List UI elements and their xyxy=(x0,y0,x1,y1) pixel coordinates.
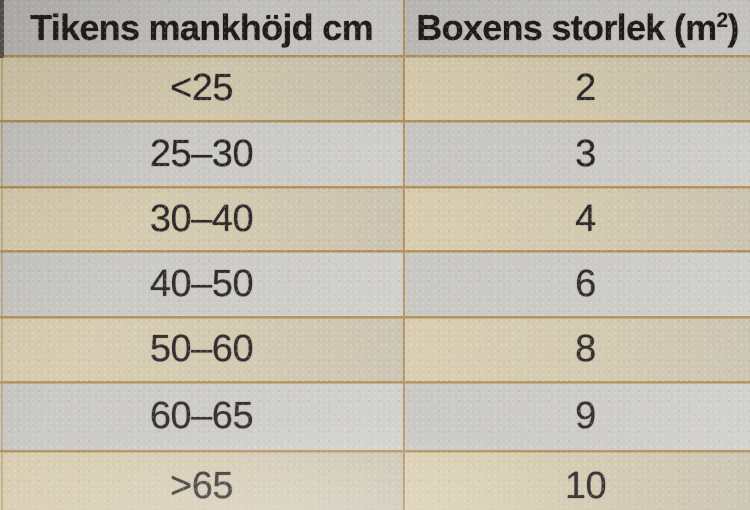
header-label-mankhojd: Tikens mankhöjd cm xyxy=(30,6,374,48)
cell-mankhojd: 25–30 xyxy=(0,122,403,188)
header-cell-mankhojd: Tikens mankhöjd cm xyxy=(0,0,403,57)
header-label-storlek: Boxens storlek (m2) xyxy=(416,6,739,48)
cell-mankhojd: >65 xyxy=(0,452,403,510)
cell-mankhojd: <25 xyxy=(0,57,403,122)
cell-mankhojd: 40–50 xyxy=(0,252,403,318)
cell-storlek: 9 xyxy=(403,383,750,452)
cell-storlek: 2 xyxy=(403,57,750,122)
cell-storlek: 3 xyxy=(403,122,750,188)
header-cell-storlek: Boxens storlek (m2) xyxy=(403,0,750,57)
cell-storlek: 10 xyxy=(403,452,750,510)
cell-storlek: 8 xyxy=(403,318,750,383)
header-superscript: 2 xyxy=(716,8,728,32)
cell-storlek: 6 xyxy=(403,252,750,318)
cell-storlek: 4 xyxy=(403,188,750,252)
cell-mankhojd: 60–65 xyxy=(0,383,403,452)
cell-mankhojd: 30–40 xyxy=(0,188,403,252)
cell-mankhojd: 50–60 xyxy=(0,318,403,383)
